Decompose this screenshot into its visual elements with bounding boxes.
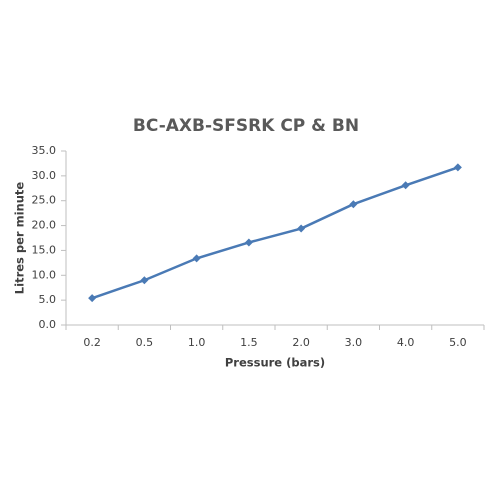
x-tick-label: 1.0 xyxy=(188,336,206,349)
y-tick-label: 35.0 xyxy=(32,144,57,157)
y-tick-label: 10.0 xyxy=(32,268,57,281)
y-tick-label: 30.0 xyxy=(32,169,57,182)
x-tick-label: 2.0 xyxy=(292,336,310,349)
data-point xyxy=(297,224,306,233)
y-tick-label: 20.0 xyxy=(32,219,57,232)
x-axis-title: Pressure (bars) xyxy=(225,356,325,370)
y-axis-title: Litres per minute xyxy=(13,182,27,295)
y-tick-label: 0.0 xyxy=(39,318,57,331)
y-tick-label: 15.0 xyxy=(32,243,57,256)
x-tick-label: 0.5 xyxy=(136,336,154,349)
y-tick-label: 5.0 xyxy=(39,293,57,306)
x-tick-label: 3.0 xyxy=(345,336,363,349)
data-point xyxy=(349,200,358,209)
data-point xyxy=(88,294,97,303)
x-tick-label: 0.2 xyxy=(83,336,101,349)
data-point xyxy=(453,163,462,172)
chart-title: BC-AXB-SFSRK CP & BN xyxy=(133,116,359,136)
data-point xyxy=(140,276,149,285)
x-tick-label: 1.5 xyxy=(240,336,258,349)
x-tick-label: 5.0 xyxy=(449,336,467,349)
data-point xyxy=(192,254,201,263)
x-tick-label: 4.0 xyxy=(397,336,415,349)
y-tick-label: 25.0 xyxy=(32,194,57,207)
data-point xyxy=(401,181,410,190)
data-point xyxy=(244,238,253,247)
data-line xyxy=(91,166,459,300)
